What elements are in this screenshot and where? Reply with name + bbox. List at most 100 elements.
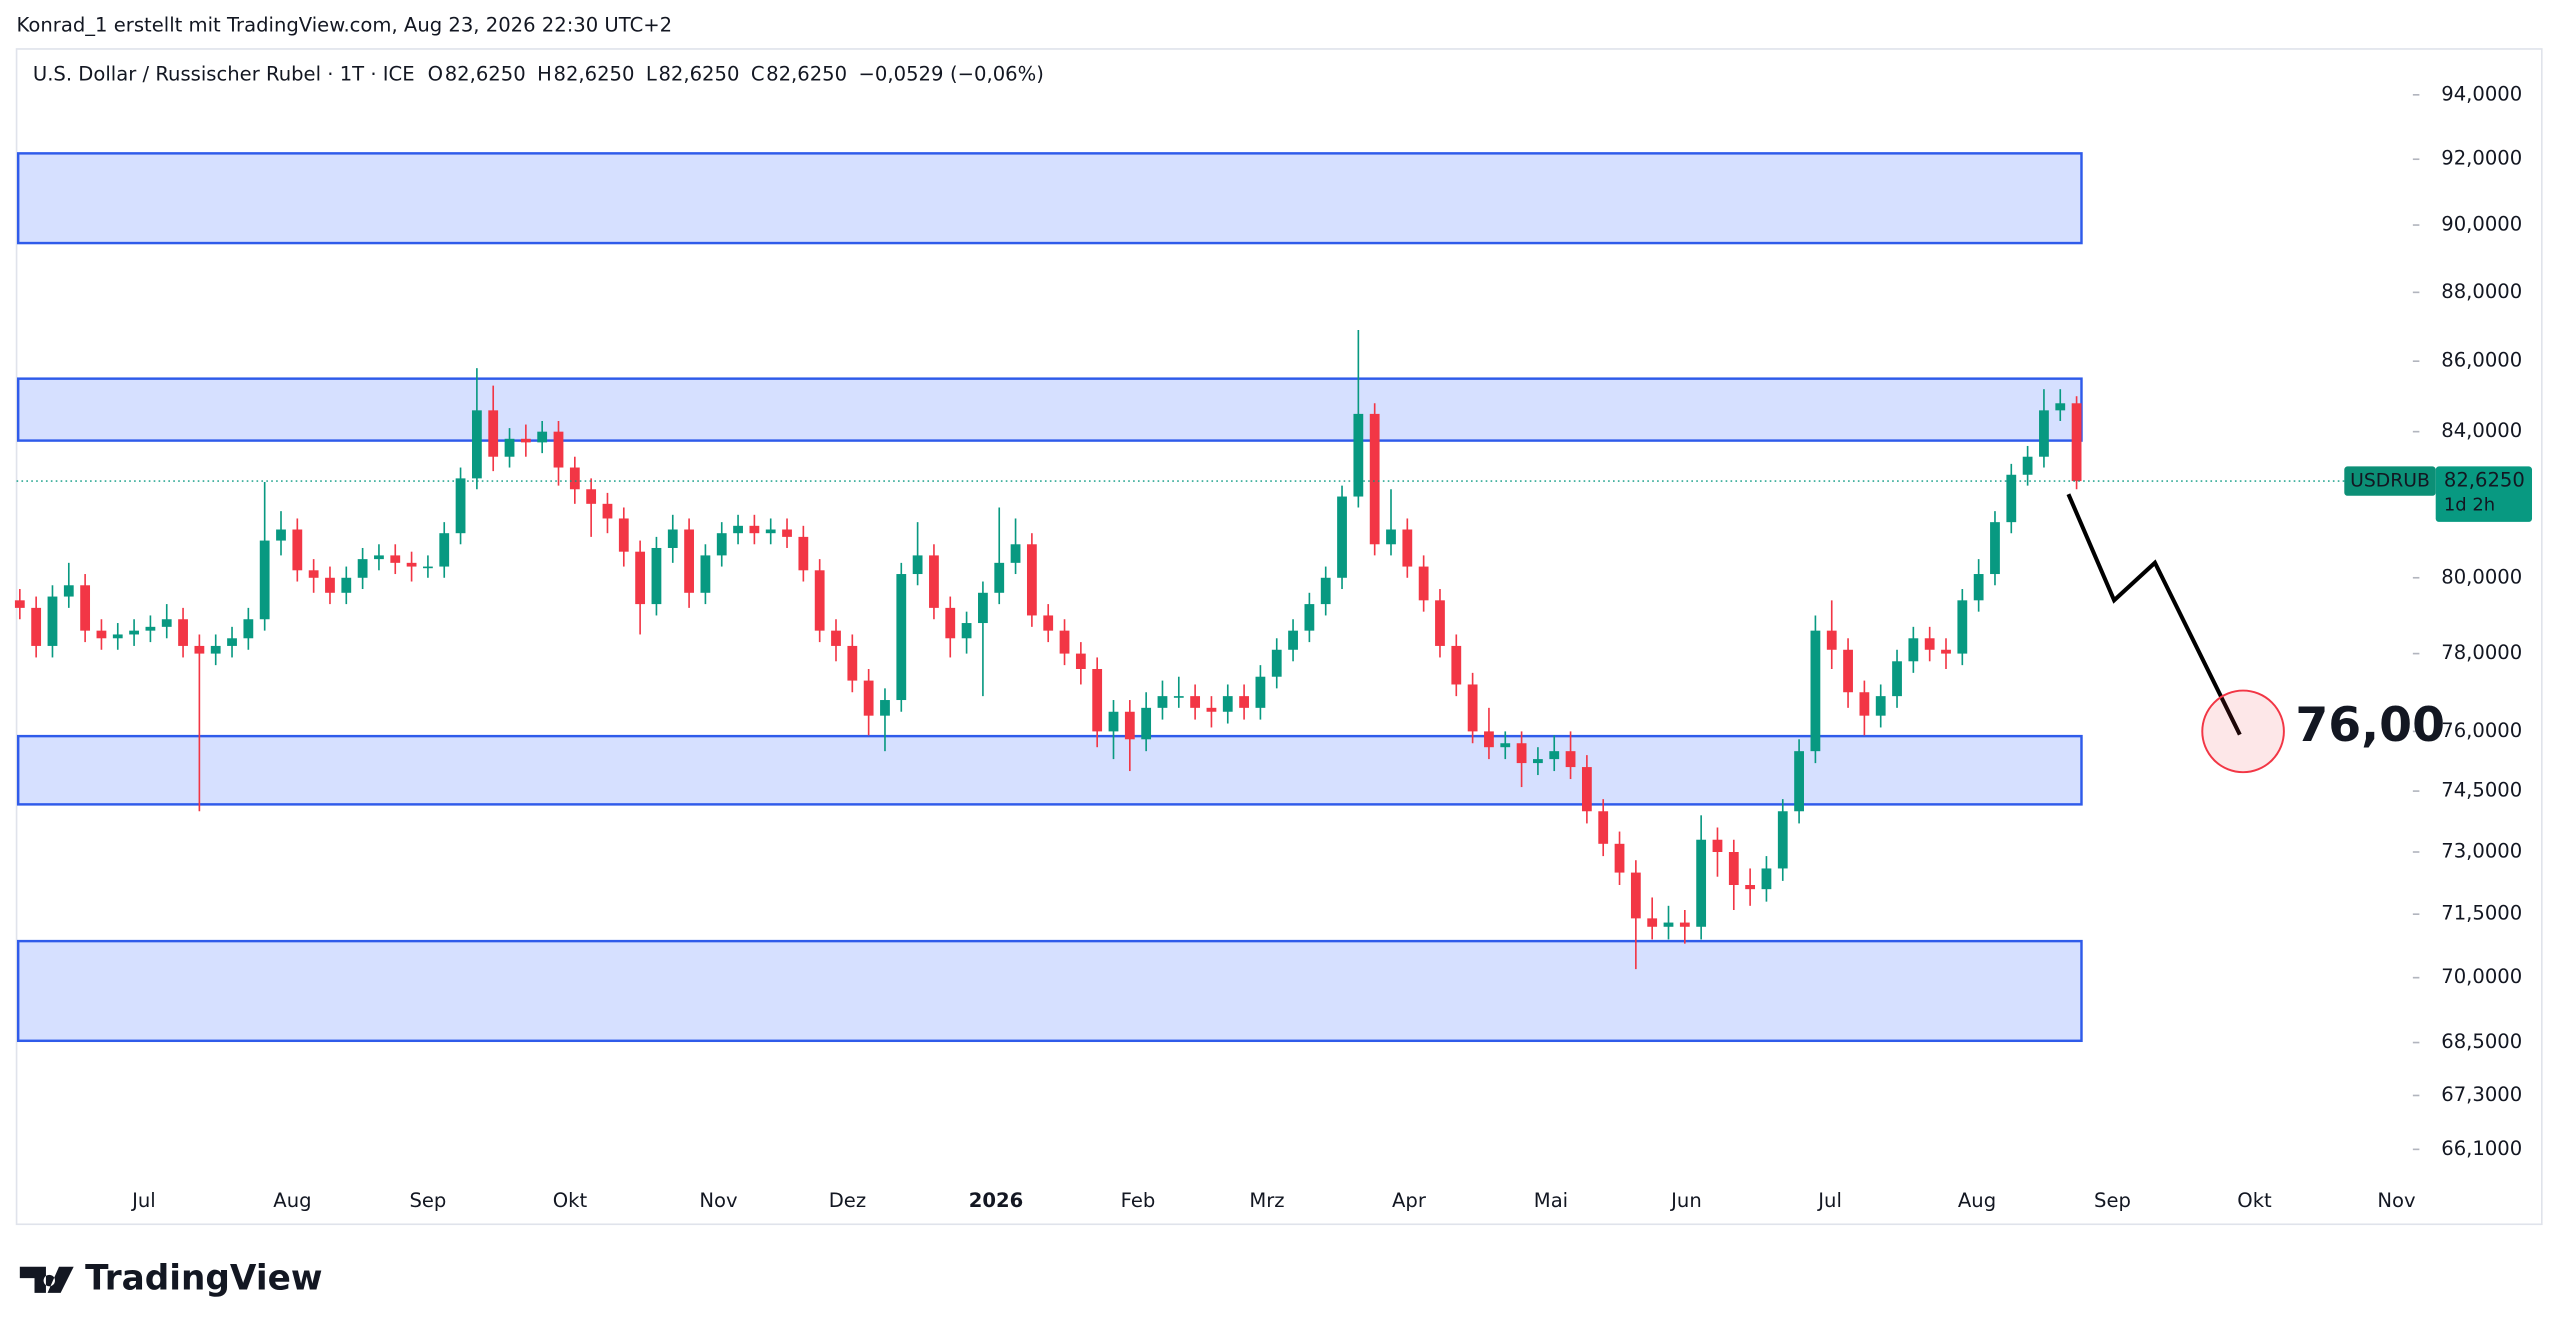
- candle-body: [1908, 638, 1919, 662]
- candle-body: [1614, 843, 1625, 873]
- zones: [16, 152, 2083, 1043]
- candle-body: [569, 467, 580, 490]
- zone: [16, 734, 2083, 806]
- candle-body: [243, 619, 254, 639]
- candle-body: [1516, 743, 1527, 764]
- candle-body: [1206, 707, 1217, 712]
- target-label: 76,00: [2295, 698, 2445, 753]
- candle-body: [341, 577, 352, 593]
- y-tick-label: 78,0000: [2441, 641, 2522, 664]
- logo-icon: [19, 1266, 74, 1293]
- y-tick-label: 67,3000: [2441, 1083, 2522, 1106]
- candle-body: [520, 438, 531, 443]
- candle-body: [1467, 684, 1478, 732]
- candle-body: [1043, 615, 1054, 631]
- y-tick-label: 84,0000: [2441, 419, 2522, 442]
- candle-body: [357, 559, 368, 578]
- y-tick-label: 80,0000: [2441, 565, 2522, 588]
- candle-body: [1712, 839, 1723, 853]
- candle-body: [406, 562, 417, 567]
- candle-body: [586, 489, 597, 504]
- candle-body: [929, 555, 939, 608]
- candle-body: [1484, 731, 1494, 748]
- candle-body: [1304, 604, 1315, 631]
- candle-body: [1859, 692, 1870, 716]
- y-tick-label: 70,0000: [2441, 965, 2522, 988]
- candle-body: [1500, 743, 1511, 748]
- candle-body: [1892, 661, 1902, 697]
- candle-body: [112, 634, 123, 639]
- candle-body: [1549, 751, 1560, 760]
- x-tick-label: Nov: [699, 1189, 737, 1212]
- candle-body: [1418, 566, 1429, 601]
- candle-body: [1598, 811, 1609, 844]
- x-tick-label: Aug: [1958, 1189, 1996, 1212]
- candle-body: [553, 431, 564, 468]
- candle-body: [1402, 529, 1413, 567]
- symbol-box: [2344, 466, 2436, 496]
- candle-body: [912, 555, 923, 575]
- x-tick-label: Aug: [273, 1189, 311, 1212]
- change-pct: (−0,06%): [950, 63, 1044, 86]
- candle-body: [863, 680, 874, 716]
- credit: Konrad_1 erstellt mit TradingView.com, A…: [17, 14, 673, 37]
- candle-body: [1092, 668, 1103, 732]
- projection-line: [2066, 493, 2242, 736]
- candle-body: [994, 562, 1005, 593]
- candle-body: [2006, 474, 2017, 523]
- candle-body: [733, 525, 743, 534]
- candle-body: [276, 529, 286, 541]
- target-circle: [2201, 689, 2285, 774]
- x-tick-label: Mrz: [1249, 1189, 1284, 1212]
- x-tick-label: Dez: [829, 1189, 866, 1212]
- candle-body: [194, 645, 205, 654]
- candle-body: [537, 431, 548, 443]
- candle-body: [765, 529, 776, 534]
- candle-body: [978, 592, 988, 624]
- candle-body: [161, 619, 172, 627]
- candle-body: [1288, 630, 1298, 650]
- candle-body: [1745, 885, 1756, 890]
- candle-body: [1728, 852, 1739, 886]
- candle-body: [96, 630, 107, 639]
- x-tick-label: Okt: [2237, 1189, 2272, 1212]
- candle-body: [635, 551, 646, 605]
- candle-body: [1353, 413, 1364, 497]
- candle-body: [782, 529, 792, 537]
- candle-body: [1386, 529, 1396, 545]
- candle-body: [374, 555, 384, 560]
- candle-body: [1794, 751, 1804, 812]
- x-tick-label: Feb: [1121, 1189, 1156, 1212]
- candle-body: [651, 547, 662, 605]
- candles: [14, 330, 2082, 970]
- candle-body: [1826, 630, 1837, 650]
- candle-body: [1875, 696, 1886, 716]
- logo-text: TradingView: [85, 1258, 322, 1298]
- ohlc-value: 82,6250: [553, 63, 634, 86]
- candle-body: [1190, 696, 1201, 708]
- y-tick-label: 66,1000: [2441, 1137, 2522, 1160]
- candle-body: [814, 570, 825, 631]
- zone: [16, 939, 2083, 1043]
- candle-body: [259, 540, 270, 620]
- candle-body: [1075, 653, 1086, 669]
- change: −0,0529: [859, 63, 944, 86]
- price-label: 82,6250: [2444, 469, 2525, 492]
- candle-body: [1222, 696, 1233, 712]
- candle-body: [145, 626, 156, 631]
- candle-body: [390, 555, 401, 563]
- x-tick-label: Apr: [1392, 1189, 1427, 1212]
- candle-body: [1124, 711, 1135, 740]
- candle-body: [325, 577, 335, 593]
- candle-body: [602, 503, 613, 519]
- chart-title: U.S. Dollar / Russischer Rubel · 1T · IC…: [33, 63, 415, 86]
- x-tick-label: Okt: [553, 1189, 588, 1212]
- candle-body: [1533, 759, 1543, 764]
- candle-body: [1679, 922, 1690, 927]
- candle-body: [1581, 767, 1592, 812]
- candle-body: [63, 585, 74, 597]
- ohlc-key: L: [646, 63, 657, 86]
- candle-body: [308, 570, 319, 578]
